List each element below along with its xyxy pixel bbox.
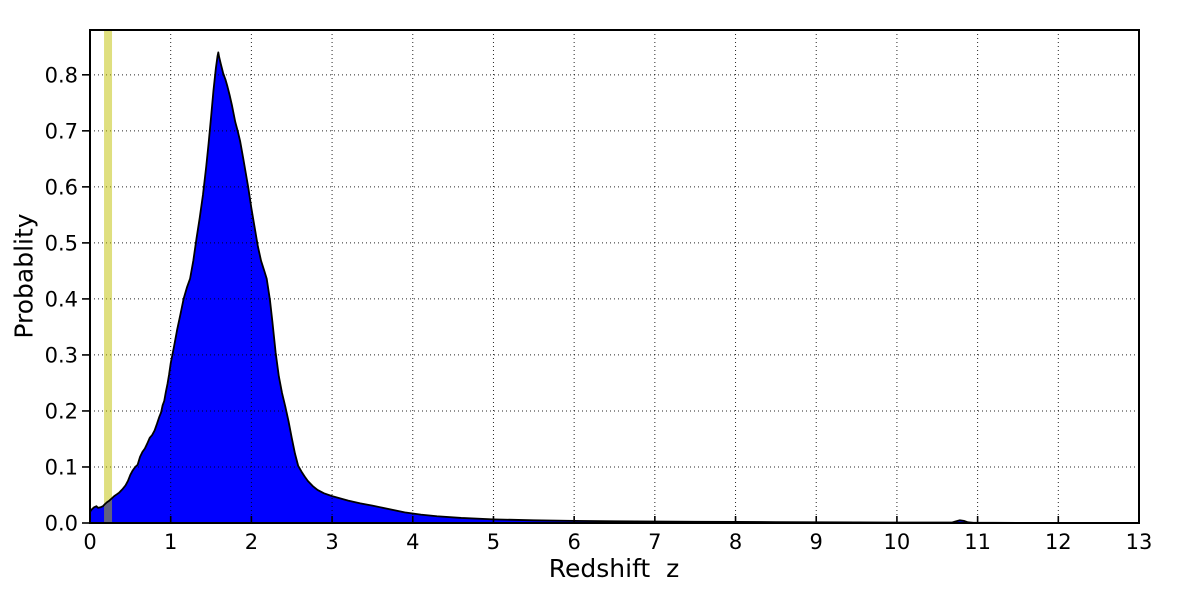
y-tick-label: 0.7 [45, 119, 78, 143]
probability-curve [89, 51, 1140, 524]
x-tick-label: 13 [1126, 530, 1153, 554]
x-tick-label: 7 [648, 530, 661, 554]
y-tick-label: 0.5 [45, 231, 78, 255]
x-tick-label: 4 [406, 530, 419, 554]
x-tick-label: 11 [964, 530, 991, 554]
y-tick-label: 0.3 [45, 343, 78, 367]
x-tick-label: 10 [884, 530, 911, 554]
x-tick-label: 5 [487, 530, 500, 554]
x-tick-label: 6 [567, 530, 580, 554]
x-tick-label: 8 [729, 530, 742, 554]
plot-border [89, 29, 1140, 524]
y-tick-label: 0.4 [45, 287, 78, 311]
y-tick-label: 0.2 [45, 399, 78, 423]
probability-area-fill [90, 52, 1139, 523]
y-axis-label: Probablity [9, 213, 39, 339]
x-tick-label: 0 [83, 530, 96, 554]
highlight-band [104, 30, 113, 523]
y-tick-label: 0.8 [45, 63, 78, 87]
x-tick-label: 1 [164, 530, 177, 554]
x-tick-label: 9 [810, 530, 823, 554]
x-tick-label: 3 [325, 530, 338, 554]
x-tick-label: 2 [245, 530, 258, 554]
x-tick-label: 12 [1045, 530, 1072, 554]
y-tick-label: 0.0 [45, 512, 78, 536]
y-tick-label: 0.1 [45, 455, 78, 479]
y-tick-label: 0.6 [45, 175, 78, 199]
x-axis-label: Redshift z [548, 554, 680, 583]
